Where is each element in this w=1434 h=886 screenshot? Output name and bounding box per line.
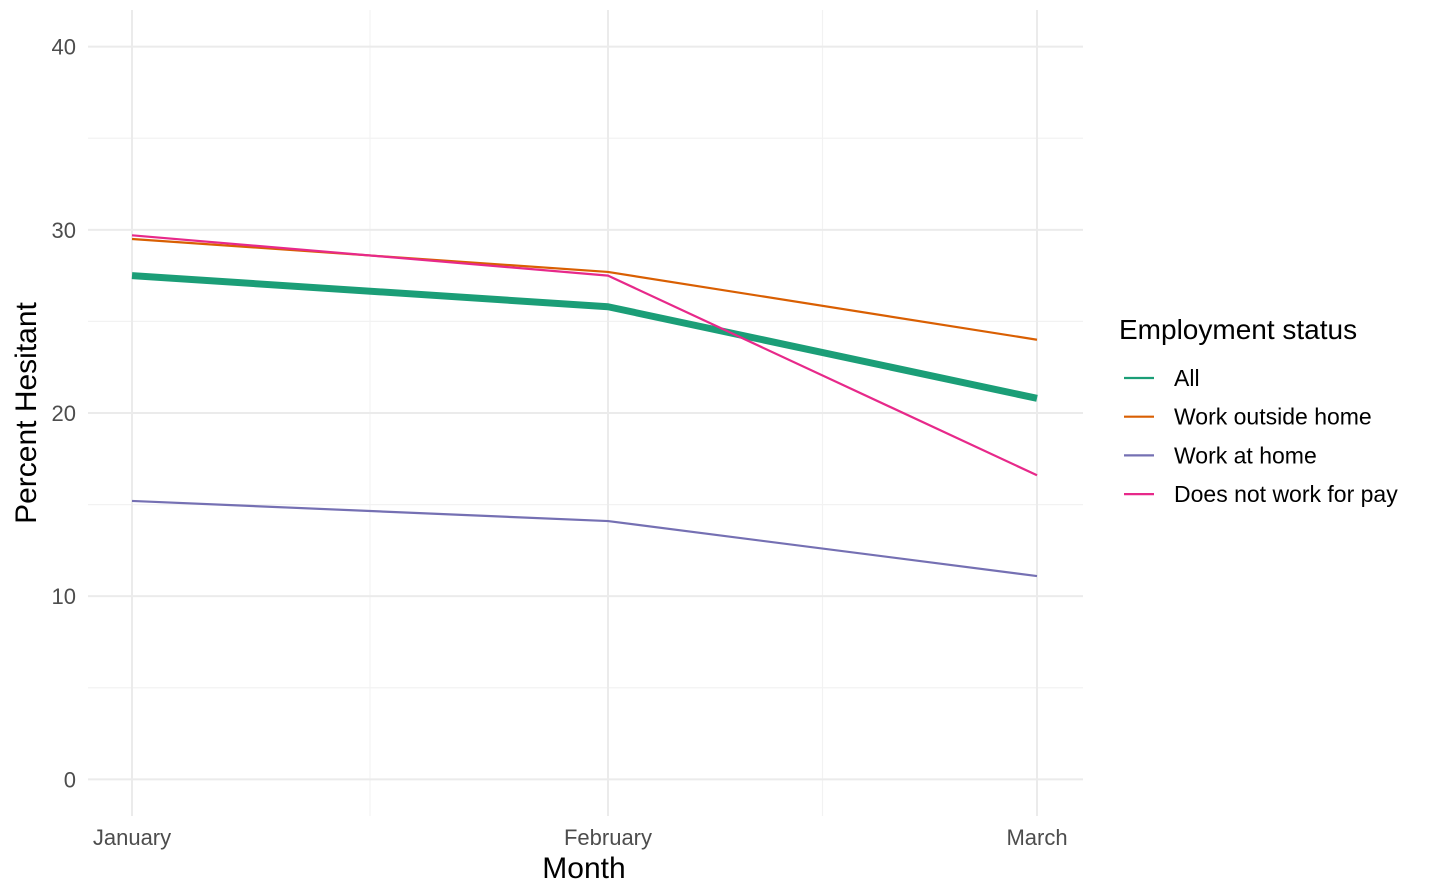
legend-title: Employment status xyxy=(1119,314,1357,345)
x-tick-label: January xyxy=(93,825,171,850)
series-line-work-outside-home xyxy=(131,237,1038,341)
legend-label-work-outside-home: Work outside home xyxy=(1174,404,1372,430)
y-axis-ticks: 0 10 20 30 40 xyxy=(52,35,76,793)
x-axis-ticks: January February March xyxy=(93,825,1068,850)
y-tick-label: 30 xyxy=(52,218,76,243)
legend-label-all: All xyxy=(1174,365,1200,391)
legend-items: All Work outside home Work at home Does not… xyxy=(1124,365,1398,507)
x-axis-title: Month xyxy=(542,852,625,885)
y-tick-label: 20 xyxy=(52,401,76,426)
y-axis-title: Percent Hesitant xyxy=(10,301,43,523)
grid xyxy=(88,10,1083,816)
x-tick-label: February xyxy=(564,825,652,850)
legend-label-work-at-home: Work at home xyxy=(1174,442,1317,468)
series-line-all xyxy=(131,272,1038,402)
y-tick-label: 40 xyxy=(52,35,76,60)
legend: Employment status All Work outside home Wo… xyxy=(1119,314,1398,507)
series-line-work-at-home xyxy=(131,499,1038,578)
legend-label-does-not-work-for-pay: Does not work for pay xyxy=(1174,481,1398,507)
y-tick-label: 0 xyxy=(64,767,76,792)
y-tick-label: 10 xyxy=(52,584,76,609)
series-line-does-not-work-for-pay xyxy=(131,234,1038,477)
series-lines xyxy=(131,234,1038,578)
x-tick-label: March xyxy=(1006,825,1067,850)
